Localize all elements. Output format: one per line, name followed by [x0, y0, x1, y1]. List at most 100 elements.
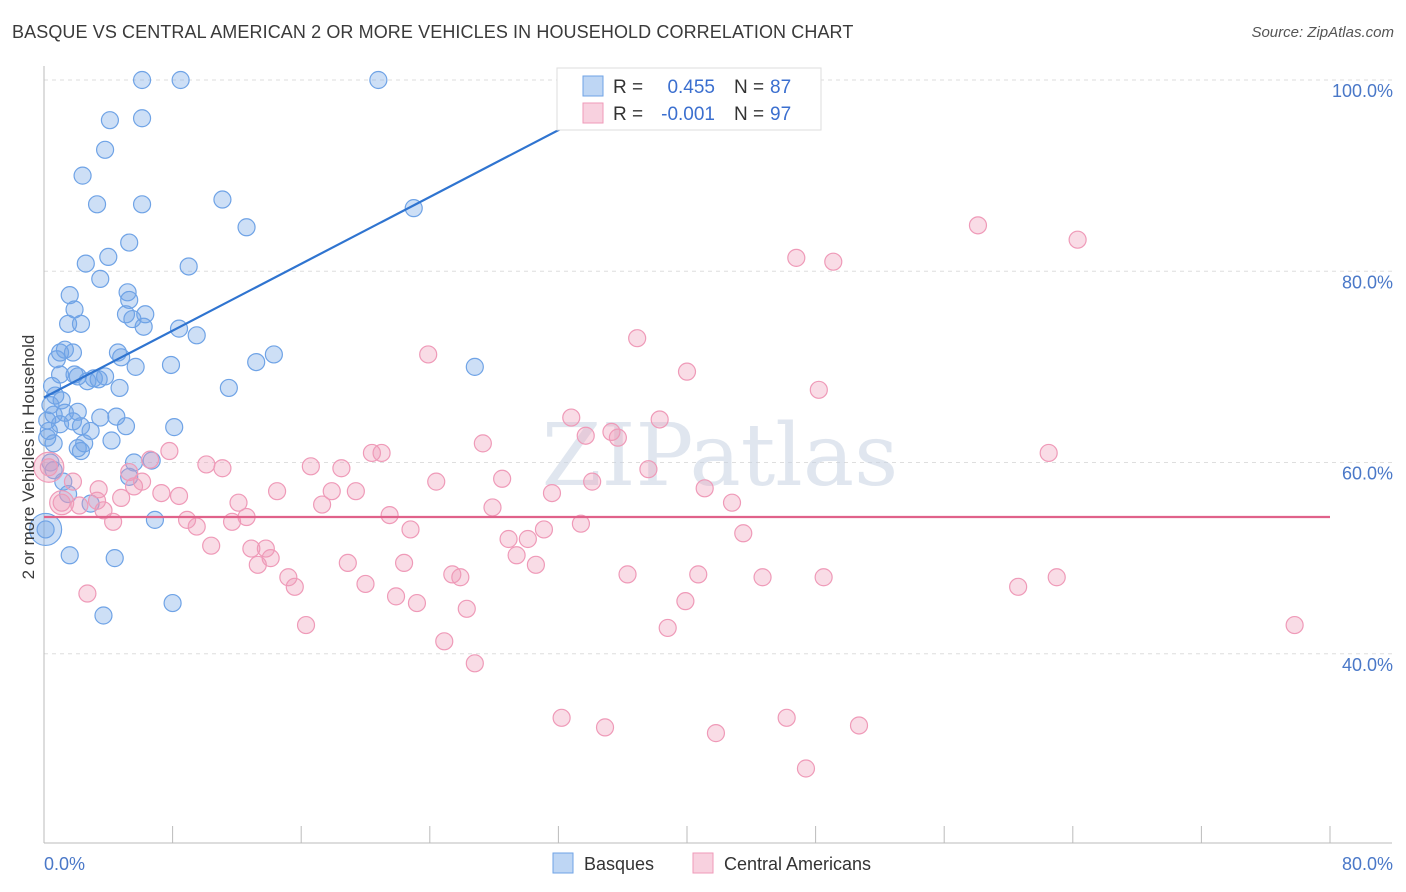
central-americans-point: [39, 458, 58, 477]
legend-r-label: R =: [613, 77, 643, 98]
watermark: ZIPatlas: [542, 406, 898, 506]
legend-r-label: R =: [613, 104, 643, 125]
central-americans-point: [676, 592, 695, 611]
basques-point: [87, 195, 107, 214]
axes: [43, 66, 1392, 844]
basques-point: [120, 233, 139, 252]
basques-point: [118, 283, 137, 302]
basques-point: [76, 254, 95, 273]
central-americans-point: [104, 512, 123, 531]
central-americans-point: [734, 524, 753, 543]
central-americans-point: [419, 345, 438, 364]
central-americans-point: [534, 520, 554, 539]
basques-point: [165, 418, 184, 437]
basques-point: [142, 451, 161, 470]
central-americans-point: [518, 529, 537, 549]
central-americans-point: [267, 482, 287, 501]
y-tick-labels: 40.0% 60.0% 80.0% 100.0%: [1332, 81, 1393, 675]
source-credit: Source: ZipAtlas.com: [1251, 24, 1394, 41]
central-americans-point: [689, 565, 708, 584]
basques-point: [95, 140, 115, 159]
legend-label: Basques: [584, 854, 654, 874]
data-points: [29, 70, 1304, 778]
central-americans-point: [120, 462, 139, 482]
legend-n-label: N =: [734, 104, 764, 125]
y-tick-label: 40.0%: [1342, 655, 1393, 675]
y-tick-label: 100.0%: [1332, 81, 1393, 101]
central-americans-point: [380, 505, 399, 525]
central-americans-point: [89, 480, 108, 499]
central-americans-point: [968, 216, 988, 235]
central-americans-point: [493, 469, 512, 488]
central-americans-point: [650, 410, 669, 429]
basques-point: [107, 407, 126, 426]
correlation-legend: R = 0.455 N = 87 R = -0.001 N = 97: [556, 67, 822, 131]
basques-point: [60, 286, 79, 305]
grid-lines: [44, 79, 1392, 655]
central-americans-point: [677, 362, 697, 381]
central-americans-point: [229, 493, 248, 512]
basques-point: [163, 593, 182, 613]
central-americans-point: [542, 484, 562, 503]
central-americans-point: [296, 615, 316, 635]
central-americans-point: [112, 488, 131, 507]
central-americans-point: [285, 577, 304, 596]
central-americans-point: [187, 517, 206, 536]
basques-point: [110, 378, 129, 398]
central-americans-point: [78, 584, 97, 603]
central-americans-point: [777, 708, 796, 727]
central-americans-point: [552, 708, 571, 727]
central-americans-point: [140, 450, 160, 469]
legend-n-value: 87: [770, 77, 791, 98]
central-americans-point: [618, 565, 637, 584]
basques-trend-line: [43, 79, 656, 399]
basques-point: [91, 408, 110, 427]
central-americans-point: [362, 443, 382, 463]
basques-point: [41, 396, 60, 415]
legend-swatch: [582, 102, 604, 124]
legend-box: [556, 67, 822, 131]
central-americans-point: [87, 491, 107, 510]
basques-point: [50, 415, 70, 434]
central-americans-point: [197, 455, 216, 474]
central-americans-point: [242, 539, 261, 558]
basques-point: [132, 109, 152, 128]
central-americans-point: [465, 654, 484, 673]
central-americans-point: [583, 472, 602, 491]
central-americans-point: [499, 529, 518, 549]
central-americans-point: [595, 718, 615, 737]
central-americans-point: [1068, 230, 1087, 249]
basques-point: [171, 70, 190, 90]
central-americans-point: [407, 593, 427, 613]
legend-swatch: [692, 852, 714, 874]
central-americans-point: [256, 539, 275, 558]
central-americans-point: [427, 472, 446, 491]
legend-n-value: 97: [770, 104, 791, 125]
central-americans-point: [332, 459, 351, 478]
basques-point: [71, 417, 91, 436]
basques-point: [132, 195, 152, 214]
legend-swatch: [582, 75, 604, 97]
basques-point: [68, 402, 87, 421]
central-americans-point: [473, 434, 492, 453]
central-americans-point: [338, 553, 357, 573]
basques-point: [237, 218, 256, 237]
legend-swatch: [552, 852, 574, 874]
basques-point: [59, 314, 78, 333]
central-americans-point: [261, 549, 280, 568]
basques-point: [47, 350, 66, 369]
y-tick-label: 80.0%: [1342, 272, 1393, 292]
basques-point: [29, 512, 63, 547]
central-americans-point: [401, 520, 420, 539]
central-americans-point: [562, 408, 581, 427]
series-legend: Basques Central Americans: [552, 852, 871, 874]
central-americans-point: [526, 555, 545, 574]
central-americans-point: [457, 599, 476, 618]
basques-point: [120, 290, 139, 310]
x-tick-labels: 0.0% 80.0%: [44, 854, 1393, 874]
legend-r-value: 0.455: [667, 77, 715, 98]
central-americans-point: [695, 479, 714, 498]
basques-point: [369, 70, 388, 90]
central-americans-point: [386, 587, 406, 606]
